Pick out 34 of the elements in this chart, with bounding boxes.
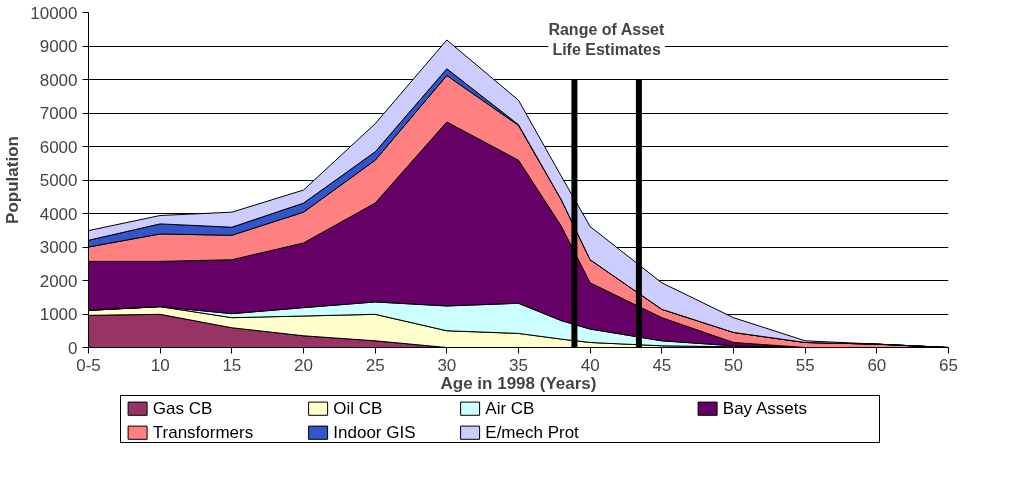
legend-label: Air CB (485, 399, 535, 419)
legend-label: Bay Assets (722, 399, 807, 419)
x-tick-label: 40 (580, 355, 600, 375)
y-tick-label: 9000 (39, 37, 78, 56)
x-tick-label: 60 (867, 355, 887, 375)
x-tick-label: 45 (652, 355, 672, 375)
y-tick-label: 6000 (39, 137, 78, 157)
x-tick-label: 55 (795, 355, 815, 375)
x-axis-title: Age in 1998 (Years) (440, 373, 597, 393)
y-axis-title: Population (3, 136, 23, 224)
y-tick-label: 1000 (39, 305, 78, 324)
y-tick-label: 8000 (39, 70, 78, 90)
y-tick-label: 10000 (30, 3, 78, 23)
y-tick-label: 3000 (39, 238, 78, 257)
legend-label: E/mech Prot (485, 423, 580, 443)
x-tick-label: 15 (222, 355, 242, 375)
x-tick-label: 50 (724, 355, 743, 375)
y-tick-label: 5000 (39, 171, 78, 190)
y-tick-label: 2000 (39, 271, 78, 291)
x-tick-label: 30 (437, 355, 457, 375)
legend-label: Gas CB (152, 399, 213, 419)
y-tick-label: 4000 (39, 204, 78, 224)
x-tick-label: 20 (294, 355, 313, 375)
legend-label: Transformers (152, 423, 254, 443)
y-tick-label: 0 (68, 338, 78, 358)
x-tick-label: 0-5 (76, 355, 101, 375)
x-tick-label: 10 (150, 355, 170, 375)
legend-label: Indoor GIS (333, 423, 416, 443)
x-tick-label: 65 (939, 355, 958, 375)
annotation: Range of Asset Life Estimates (548, 20, 665, 58)
x-tick-label: 25 (365, 355, 385, 375)
legend-label: Oil CB (333, 399, 383, 419)
x-tick-label: 35 (509, 355, 528, 375)
y-tick-label: 7000 (39, 104, 78, 123)
